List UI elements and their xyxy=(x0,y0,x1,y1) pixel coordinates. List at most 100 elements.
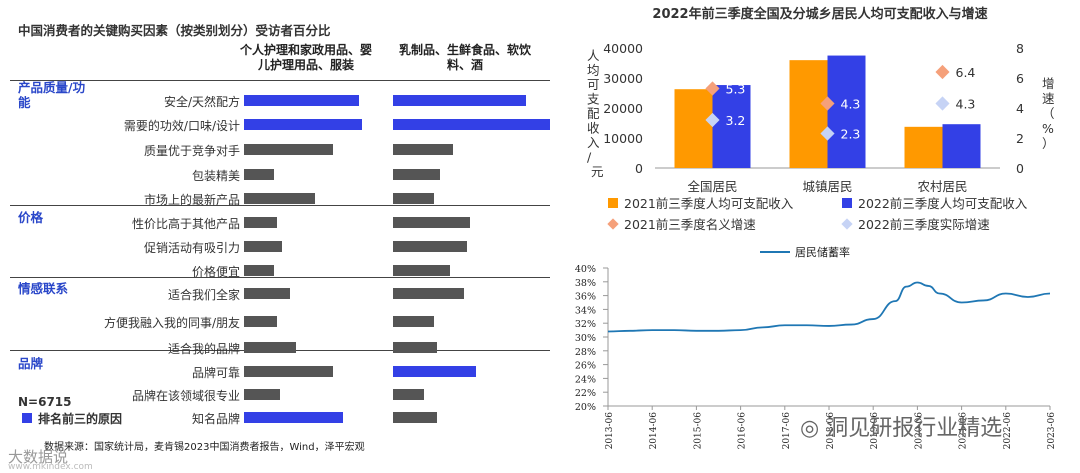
factor-label: 方便我融入我的同事/朋友 xyxy=(103,316,240,330)
bar-personal-care xyxy=(244,389,280,400)
marker-nominal-growth xyxy=(935,64,950,80)
y-tick-label: 0 xyxy=(635,161,643,176)
factor-label: 需要的功效/口味/设计 xyxy=(123,119,240,133)
y2-tick-label: 4 xyxy=(1016,101,1024,116)
legend-swatch xyxy=(608,198,618,208)
marker-real-growth xyxy=(935,96,950,111)
factor-label: 性价比高于其他产品 xyxy=(131,217,240,231)
bar-2022-income xyxy=(712,85,751,168)
x-tick-label: 2018-06 xyxy=(826,412,836,450)
top3-legend-swatch xyxy=(22,413,32,423)
income-chart-title: 2022年前三季度全国及分城乡居民人均可支配收入与增速 xyxy=(652,6,987,22)
y-tick-label: 40000 xyxy=(603,41,643,56)
marker-real-growth xyxy=(820,126,835,141)
bar-food-beverage xyxy=(393,265,450,276)
factor-label: 市场上的最新产品 xyxy=(143,193,240,207)
x-tick-label: 2015-06 xyxy=(693,412,703,450)
growth-data-label: 6.4 xyxy=(956,65,976,80)
bar-food-beverage xyxy=(393,95,526,106)
factor-label: 适合我们全家 xyxy=(167,288,240,302)
factor-label: 质量优于竞争对手 xyxy=(143,144,240,158)
watermark-main-text: 洞见研报行业精选 xyxy=(826,416,1003,441)
y-tick-label: 30000 xyxy=(603,71,643,86)
x-tick-label: 2023-06 xyxy=(1047,412,1057,450)
bar-personal-care xyxy=(244,288,290,299)
bar-personal-care xyxy=(244,342,296,353)
factor-label: 品牌可靠 xyxy=(191,366,240,380)
bar-personal-care xyxy=(244,241,282,252)
growth-data-label: 5.3 xyxy=(726,82,746,97)
bar-personal-care xyxy=(244,119,362,130)
growth-data-label: 4.3 xyxy=(956,97,976,112)
bar-personal-care xyxy=(244,217,277,228)
growth-data-label: 2.3 xyxy=(841,127,861,142)
y-tick-label: 24% xyxy=(575,374,596,385)
y-axis-label: 人均可支配收入/元 xyxy=(587,48,604,179)
x-tick-label: 2017-06 xyxy=(782,412,792,450)
factor-label: 安全/天然配方 xyxy=(163,95,240,109)
y-tick-label: 32% xyxy=(575,319,596,330)
legend-label: 2021前三季度人均可支配收入 xyxy=(624,196,794,211)
marker-real-growth xyxy=(705,112,720,128)
x-category-label: 城镇居民 xyxy=(802,179,852,194)
y-tick-label: 20% xyxy=(575,402,596,413)
wechat-icon: ◎ xyxy=(800,416,820,441)
bar-food-beverage xyxy=(393,241,467,252)
bar-2021-income xyxy=(674,89,713,168)
bar-2021-income xyxy=(789,60,828,168)
x-tick-label: 2013-06 xyxy=(605,412,615,450)
y-tick-label: 22% xyxy=(575,388,596,399)
y-tick-label: 34% xyxy=(575,305,596,316)
bar-personal-care xyxy=(244,169,274,180)
x-tick-label: 2020-06 xyxy=(914,412,924,450)
factor-label: 包装精美 xyxy=(191,169,240,183)
divider-top xyxy=(10,80,550,81)
sample-size-label: N=6715 xyxy=(18,395,72,409)
y2-axis-label: 增速（%） xyxy=(1042,76,1055,151)
x-tick-label: 2021-06 xyxy=(959,412,969,450)
legend-swatch xyxy=(842,198,852,208)
factor-label: 价格便宜 xyxy=(191,265,240,279)
column-header-personal-care: 个人护理和家政用品、婴儿护理用品、服装 xyxy=(239,43,372,72)
y2-tick-label: 2 xyxy=(1016,131,1024,146)
bar-personal-care xyxy=(244,316,277,327)
y-tick-label: 20000 xyxy=(603,101,643,116)
bar-food-beverage xyxy=(393,217,470,228)
saving-rate-chart: 居民储蓄率 20% 22% 24% 26% 28% 30% 32% 34% 36% 38% 40% 20… xyxy=(575,245,1057,450)
legend-label: 2022前三季度人均可支配收入 xyxy=(858,196,1028,211)
bar-food-beverage xyxy=(393,342,437,353)
bar-food-beverage xyxy=(393,412,437,423)
source-note: 数据来源：国家统计局，麦肯锡2023中国消费者报告，Wind，泽平宏观 xyxy=(44,442,365,453)
category-label: 价格 xyxy=(18,210,44,225)
top3-legend-label: 排名前三的原因 xyxy=(38,412,123,426)
y-tick-label: 38% xyxy=(575,278,596,289)
bar-personal-care xyxy=(244,193,315,204)
saving-rate-line xyxy=(607,281,1051,333)
column-header-food-beverage: 乳制品、生鲜食品、软饮料、酒 xyxy=(398,43,531,72)
bar-personal-care xyxy=(244,95,359,106)
bar-food-beverage xyxy=(393,193,434,204)
bar-2021-income xyxy=(904,126,943,168)
x-category-label: 农村居民 xyxy=(917,179,967,194)
divider-price xyxy=(10,205,550,206)
factor-label: 适合我的品牌 xyxy=(167,342,240,356)
bar-personal-care xyxy=(244,265,274,276)
legend-label: 居民储蓄率 xyxy=(795,245,850,259)
divider-emotion xyxy=(10,277,550,278)
income-chart: 2022年前三季度全国及分城乡居民人均可支配收入与增速 0 10000 20000 3… xyxy=(587,6,1055,232)
growth-data-label: 4.3 xyxy=(841,97,861,112)
bar-food-beverage xyxy=(393,316,434,327)
y-tick-label: 30% xyxy=(575,333,596,344)
x-tick-label: 2022-06 xyxy=(1003,412,1013,450)
category-label: 产品质量/功能 xyxy=(18,80,86,110)
bar-personal-care xyxy=(244,144,333,155)
marker-nominal-growth xyxy=(705,81,720,96)
watermark-main: ◎ 洞见研报行业精选 xyxy=(800,410,1002,442)
watermark-url: www.mkindex.com xyxy=(8,462,93,472)
bar-food-beverage xyxy=(393,288,464,299)
y-tick-label: 40% xyxy=(575,264,596,275)
bar-personal-care xyxy=(244,412,343,423)
watermark-bottom-left: 大数据说 xyxy=(8,448,69,466)
bar-food-beverage xyxy=(393,366,476,377)
x-tick-label: 2014-06 xyxy=(649,412,659,450)
